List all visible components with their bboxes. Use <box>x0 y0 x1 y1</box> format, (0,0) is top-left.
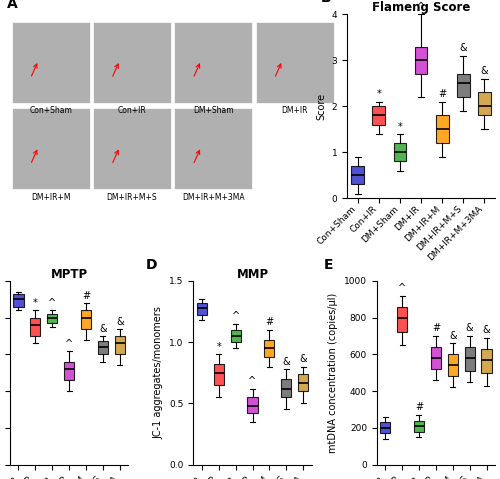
PathPatch shape <box>14 294 24 307</box>
Text: D: D <box>146 258 158 272</box>
Title: MPTP: MPTP <box>50 268 88 281</box>
PathPatch shape <box>98 342 108 354</box>
FancyBboxPatch shape <box>174 108 252 189</box>
Text: E: E <box>324 258 333 272</box>
Text: B: B <box>320 0 331 5</box>
Text: DM+IR+M: DM+IR+M <box>31 193 70 202</box>
Text: Con+Sham: Con+Sham <box>29 106 72 115</box>
FancyBboxPatch shape <box>93 22 171 103</box>
Text: &: & <box>460 44 467 54</box>
PathPatch shape <box>248 397 258 413</box>
FancyBboxPatch shape <box>256 22 334 103</box>
PathPatch shape <box>436 115 448 143</box>
Text: DM+IR+M+3MA: DM+IR+M+3MA <box>182 193 244 202</box>
Text: ^: ^ <box>65 339 73 349</box>
Text: ^: ^ <box>48 298 56 308</box>
Text: ^: ^ <box>232 311 239 321</box>
Text: Con+IR: Con+IR <box>118 106 146 115</box>
Title: MMP: MMP <box>236 268 268 281</box>
PathPatch shape <box>30 318 40 336</box>
PathPatch shape <box>414 421 424 432</box>
FancyBboxPatch shape <box>12 108 90 189</box>
Text: ^: ^ <box>398 283 406 293</box>
Text: A: A <box>6 0 18 11</box>
PathPatch shape <box>298 374 308 391</box>
Text: &: & <box>449 331 456 341</box>
PathPatch shape <box>81 310 91 329</box>
Text: #: # <box>432 323 440 333</box>
PathPatch shape <box>457 74 469 97</box>
PathPatch shape <box>482 349 492 373</box>
Y-axis label: mtDNA concentration (copies/μl): mtDNA concentration (copies/μl) <box>328 293 338 453</box>
PathPatch shape <box>196 303 207 315</box>
Y-axis label: Score: Score <box>316 93 326 120</box>
PathPatch shape <box>397 307 407 332</box>
Text: &: & <box>300 354 307 364</box>
Text: #: # <box>438 90 446 99</box>
Text: DM+IR: DM+IR <box>282 106 308 115</box>
Text: ^: ^ <box>248 376 256 386</box>
PathPatch shape <box>448 354 458 376</box>
Text: #: # <box>415 402 423 412</box>
PathPatch shape <box>281 379 291 397</box>
PathPatch shape <box>380 422 390 433</box>
Text: &: & <box>282 356 290 366</box>
PathPatch shape <box>414 46 428 74</box>
PathPatch shape <box>352 166 364 184</box>
Text: &: & <box>482 325 490 335</box>
Text: DM+IR+M+S: DM+IR+M+S <box>106 193 158 202</box>
Text: *: * <box>216 342 221 352</box>
Text: *: * <box>398 122 402 132</box>
FancyBboxPatch shape <box>93 108 171 189</box>
PathPatch shape <box>372 106 385 125</box>
Text: DM+Sham: DM+Sham <box>193 106 234 115</box>
PathPatch shape <box>64 362 74 380</box>
PathPatch shape <box>431 347 441 369</box>
Text: #: # <box>266 318 274 328</box>
Text: ^: ^ <box>417 2 425 12</box>
Title: Flameng Score: Flameng Score <box>372 1 470 14</box>
PathPatch shape <box>115 336 125 354</box>
PathPatch shape <box>464 347 474 371</box>
Text: &: & <box>480 67 488 76</box>
Text: &: & <box>116 317 124 327</box>
PathPatch shape <box>394 143 406 161</box>
Text: *: * <box>376 90 381 99</box>
PathPatch shape <box>478 92 491 115</box>
FancyBboxPatch shape <box>12 22 90 103</box>
PathPatch shape <box>47 314 58 323</box>
Y-axis label: JC-1 aggregates/monomers: JC-1 aggregates/monomers <box>154 306 164 439</box>
FancyBboxPatch shape <box>174 22 252 103</box>
PathPatch shape <box>264 340 274 357</box>
PathPatch shape <box>214 364 224 385</box>
Text: *: * <box>33 298 38 308</box>
Text: &: & <box>466 323 473 333</box>
Text: &: & <box>99 324 107 334</box>
PathPatch shape <box>230 330 240 342</box>
Text: #: # <box>82 291 90 301</box>
